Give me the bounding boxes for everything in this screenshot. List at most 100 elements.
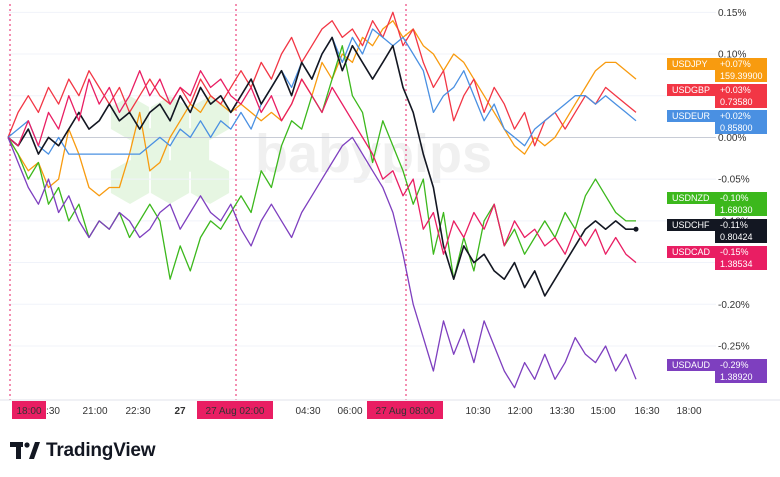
series-line-usdjpy — [7, 20, 637, 197]
x-tick-label: 18:00 — [676, 406, 701, 417]
brand-name: TradingView — [46, 440, 156, 461]
x-tick: 18:00 — [12, 401, 46, 419]
price-tag-usdchf: USDCHF -0.11% 0.80424 — [667, 219, 767, 243]
x-tick: 15:00 — [590, 406, 615, 417]
tag-name-box — [667, 84, 715, 96]
x-tick-label: 27 Aug 02:00 — [206, 406, 265, 417]
x-tick: 13:30 — [549, 406, 574, 417]
x-tick-label: 16:30 — [634, 406, 659, 417]
tag-value-box — [715, 246, 767, 270]
x-tick: 18:00 — [676, 406, 701, 417]
price-tag-usdnzd: USDNZD -0.10% 1.68030 — [667, 192, 767, 216]
tag-value-box — [715, 110, 767, 134]
x-tick-label: 22:30 — [125, 406, 150, 417]
session-markers — [9, 4, 407, 400]
x-tick: :30 — [46, 406, 60, 417]
x-tick: 12:00 — [507, 406, 532, 417]
x-tick-label: 04:30 — [295, 406, 320, 417]
tag-name-box — [667, 192, 715, 204]
x-tick-highlight — [12, 401, 46, 419]
tag-value-box — [715, 58, 767, 82]
tag-value-box — [715, 192, 767, 216]
tag-symbol: USDEUR — [672, 111, 711, 121]
series-line-usdchf — [7, 36, 636, 297]
x-tick: 27 Aug 02:00 — [197, 401, 273, 419]
tag-price: 1.38534 — [720, 259, 753, 269]
usdchf-end-dot — [633, 226, 639, 232]
x-tick: 10:30 — [465, 406, 490, 417]
price-tag-usdgbp: USDGBP +0.03% 0.73580 — [667, 84, 767, 108]
tag-symbol: USDAUD — [672, 360, 711, 370]
tag-change: +0.03% — [720, 85, 751, 95]
x-tick-label: 10:30 — [465, 406, 490, 417]
tag-change: +0.07% — [720, 59, 751, 69]
y-tick-label: 0.15% — [718, 8, 746, 19]
x-tick: 04:30 — [295, 406, 320, 417]
x-tick-label: :30 — [46, 406, 60, 417]
price-tag-usdcad: USDCAD -0.15% 1.38534 — [667, 246, 767, 270]
price-tag-usdaud: USDAUD -0.29% 1.38920 — [667, 359, 767, 383]
tag-value-box — [715, 219, 767, 243]
x-tick-highlight — [367, 401, 443, 419]
watermark-text: babypips — [255, 124, 492, 184]
x-tick: 16:30 — [634, 406, 659, 417]
tag-symbol: USDNZD — [672, 193, 710, 203]
chart-canvas: babypips 0.15%0.10%0.05%0.00%-0.05%-0.10… — [0, 4, 780, 419]
tag-symbol: USDCAD — [672, 247, 711, 257]
tradingview-brand[interactable]: TradingView — [10, 438, 156, 464]
tag-name-box — [667, 359, 715, 371]
x-tick-label: 27 — [174, 406, 186, 417]
x-tick-label: 21:00 — [82, 406, 107, 417]
x-tick: 06:00 — [337, 406, 362, 417]
tag-price: 1.68030 — [720, 205, 753, 215]
watermark-hex-6 — [110, 160, 150, 204]
tag-price: 0.85800 — [720, 123, 753, 133]
series-line-usdaud — [7, 136, 637, 389]
price-tags: USDJPY +0.07% 159.39900 USDGBP +0.03% 0.73580… — [667, 58, 767, 383]
x-tick: 27 — [174, 406, 186, 417]
tag-change: +0.02% — [720, 111, 751, 121]
tradingview-logo-icon — [10, 442, 40, 459]
tag-name-box — [667, 219, 715, 231]
tag-symbol: USDCHF — [672, 220, 710, 230]
x-tick-label: 06:00 — [337, 406, 362, 417]
watermark-hex-0 — [130, 128, 170, 172]
x-axis: 18:00 :30 21:00 22:30 27 27 Aug 02:00 04:30 06:… — [0, 399, 780, 419]
watermark-hex-5 — [150, 160, 190, 204]
x-tick: 21:00 — [82, 406, 107, 417]
x-tick-label: 18:00 — [16, 406, 41, 417]
x-tick-label: 27 Aug 08:00 — [376, 406, 435, 417]
tag-price: 159.39900 — [720, 71, 763, 81]
watermark-hex-4 — [190, 96, 230, 140]
tag-name-box — [667, 110, 715, 122]
x-tick-label: 13:30 — [549, 406, 574, 417]
tag-price: 0.73580 — [720, 97, 753, 107]
y-tick-label: -0.25% — [718, 341, 750, 352]
tag-change: -0.15% — [720, 247, 749, 257]
tag-value-box — [715, 359, 767, 383]
watermark-hex-1 — [170, 128, 210, 172]
series-lines — [7, 11, 639, 389]
price-tag-usdeur: USDEUR +0.02% 0.85800 — [667, 110, 767, 134]
tag-symbol: USDJPY — [672, 59, 708, 69]
x-tick-highlight — [197, 401, 273, 419]
series-line-usdcad — [7, 70, 637, 264]
y-tick-label: -0.05% — [718, 175, 750, 186]
babypips-watermark: babypips — [110, 96, 492, 204]
tag-change: -0.10% — [720, 193, 749, 203]
tag-change: -0.29% — [720, 360, 749, 370]
tag-value-box — [715, 84, 767, 108]
tag-name-box — [667, 246, 715, 258]
tag-name-box — [667, 58, 715, 70]
y-tick-label: -0.20% — [718, 300, 750, 311]
tag-price: 0.80424 — [720, 232, 753, 242]
watermark-hex-7 — [190, 160, 230, 204]
tag-symbol: USDGBP — [672, 85, 710, 95]
x-tick: 22:30 — [125, 406, 150, 417]
tag-change: -0.11% — [720, 220, 748, 230]
tag-price: 1.38920 — [720, 372, 753, 382]
y-tick-label: 0.00% — [718, 133, 746, 144]
x-tick-label: 15:00 — [590, 406, 615, 417]
x-tick: 27 Aug 08:00 — [367, 401, 443, 419]
x-tick-label: 12:00 — [507, 406, 532, 417]
